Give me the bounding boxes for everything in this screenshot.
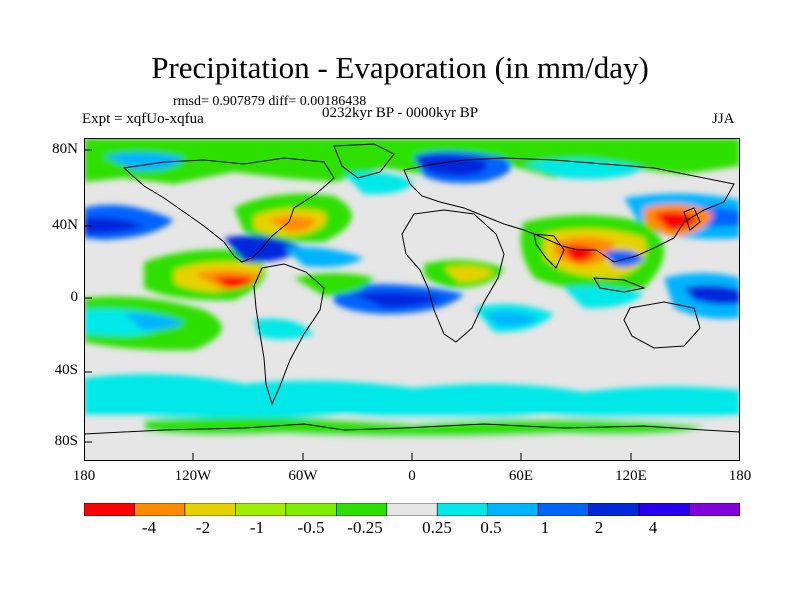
colorbar-swatch [336, 503, 388, 516]
lat-tick-label: 40S [54, 362, 78, 378]
colorbar-swatch [235, 503, 287, 516]
continent-australia [623, 301, 701, 349]
pe-region [654, 211, 699, 230]
colorbar-label: -0.5 [297, 518, 325, 537]
period-label: 0232kyr BP - 0000kyr BP [322, 105, 479, 121]
colorbar [84, 503, 740, 516]
lon-tick-label: 180 [728, 468, 752, 484]
continent-north-america [122, 157, 335, 263]
lat-tick-label: 0 [70, 289, 79, 305]
pe-region [84, 374, 740, 421]
colorbar-label: -0.25 [347, 518, 383, 537]
pe-region [604, 250, 644, 267]
pe-region [84, 217, 144, 234]
lon-tick-label: 120W [174, 468, 212, 484]
experiment-label: Expt = xqfUo-xqfua [82, 111, 204, 127]
lat-tick-label: 80S [54, 433, 78, 449]
pe-region [104, 152, 184, 171]
pe-region [684, 285, 740, 305]
colorbar-swatch [436, 503, 488, 516]
continent-india [533, 233, 565, 269]
pe-field [84, 138, 740, 461]
season-label: JJA [712, 111, 735, 127]
colorbar-swatch [638, 503, 690, 516]
pe-region [214, 276, 254, 288]
pe-region [484, 311, 539, 327]
pe-region [124, 313, 184, 330]
stats-label: rmsd= 0.907879 diff= 0.00186438 [173, 94, 367, 109]
continent-africa [401, 209, 505, 343]
lon-tick-label: 0 [408, 468, 416, 484]
continent-south-america [253, 263, 325, 406]
pe-region [354, 291, 444, 308]
colorbar-swatch [84, 503, 135, 516]
lat-tick-label: 80N [52, 141, 78, 157]
coastlines [84, 143, 740, 435]
world-map [84, 138, 740, 461]
pe-region [414, 155, 487, 176]
colorbar-label: -4 [141, 518, 157, 537]
pe-region [224, 235, 304, 263]
continent-japan [683, 207, 701, 231]
colorbar-swatch [386, 503, 438, 516]
pe-region [524, 158, 644, 179]
pe-region [284, 247, 364, 267]
lat-tick-label: 40N [52, 217, 78, 233]
lon-tick-label: 180 [72, 468, 96, 484]
colorbar-swatch [285, 503, 337, 516]
colorbar-swatch [184, 503, 236, 516]
continent-antarctica [84, 423, 740, 435]
continent-indonesia [593, 277, 646, 293]
pe-region [254, 318, 314, 340]
pe-region [344, 172, 414, 195]
colorbar-label: 1 [540, 518, 550, 537]
colorbar-swatch [134, 503, 186, 516]
lon-tick-label: 60E [508, 468, 534, 484]
lon-tick-label: 60W [288, 468, 318, 484]
colorbar-swatch [537, 503, 589, 516]
map-ticks [84, 149, 632, 461]
chart-title: Precipitation - Evaporation (in mm/day) [151, 50, 649, 85]
colorbar-swatch [689, 503, 740, 516]
lon-tick-label: 120E [615, 468, 647, 484]
colorbar-label: -1 [249, 518, 265, 537]
colorbar-label: -2 [195, 518, 211, 537]
colorbar-label: 0.5 [480, 518, 502, 537]
pe-region [269, 216, 316, 232]
colorbar-label: 2 [594, 518, 604, 537]
pe-region [444, 265, 494, 282]
colorbar-swatch [487, 503, 539, 516]
colorbar-label: 0.25 [422, 518, 452, 537]
continent-greenland [333, 143, 395, 179]
colorbar-label: 4 [648, 518, 658, 537]
colorbar-swatch [588, 503, 640, 516]
continent-eurasia [403, 157, 735, 263]
